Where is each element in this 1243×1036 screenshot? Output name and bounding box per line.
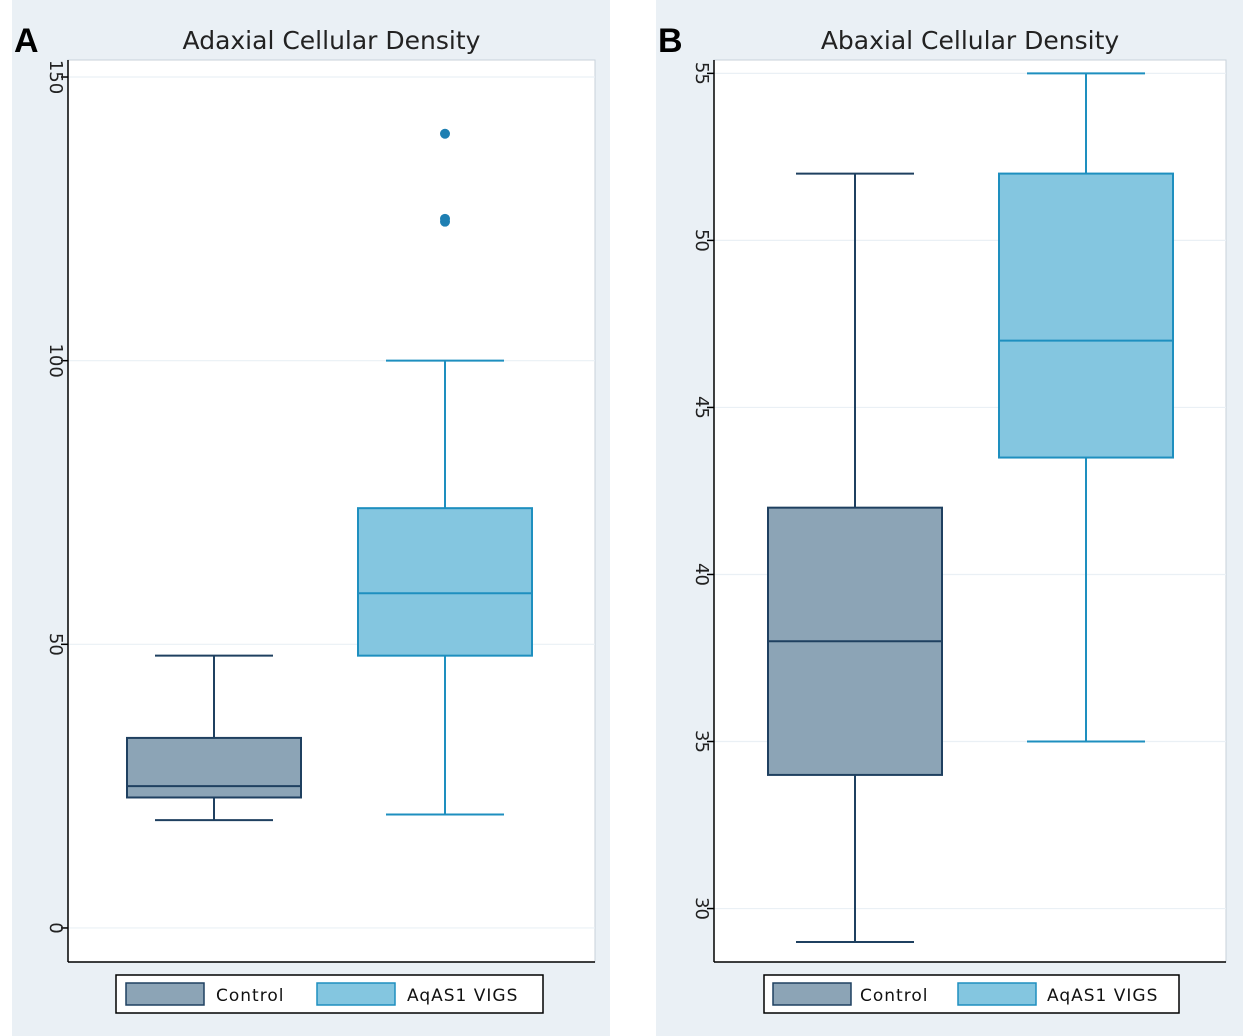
box-aqas1-vigs: [998, 172, 1174, 459]
chart-b-svg: Abaxial Cellular Density 30 35 40 45 50 55 Cont…: [656, 0, 1243, 1036]
legend-label: AqAS1 VIGS: [407, 986, 518, 1006]
y-tick-label: 35: [691, 730, 712, 753]
chart-panel-a: A Adaxial Cellular Density 0 50 100 150 Contr…: [12, 0, 610, 1036]
box-control: [126, 736, 302, 799]
y-tick-label: 55: [691, 62, 712, 85]
chart-title: Abaxial Cellular Density: [821, 26, 1120, 55]
panel-label-b: B: [658, 22, 683, 60]
legend-swatch: [957, 982, 1037, 1006]
chart-title: Adaxial Cellular Density: [183, 26, 481, 55]
legend-label: Control: [216, 986, 284, 1006]
y-tick-label: 150: [45, 60, 66, 94]
y-tick-label: 100: [45, 343, 66, 377]
chart-panel-b: B Abaxial Cellular Density 30 35 40 45 50 55 Co…: [656, 0, 1243, 1036]
legend-swatch: [125, 982, 205, 1006]
box-aqas1-vigs: [357, 507, 533, 657]
legend-swatch: [316, 982, 396, 1006]
legend-label: AqAS1 VIGS: [1047, 986, 1158, 1006]
chart-a-svg: Adaxial Cellular Density 0 50 100 150 Control…: [12, 0, 610, 1036]
outlier-point: [440, 216, 450, 227]
panel-label-a: A: [14, 22, 39, 60]
y-tick-label: 50: [45, 633, 66, 656]
y-tick-label: 40: [691, 563, 712, 586]
y-tick-label: 30: [691, 897, 712, 920]
y-tick-label: 50: [691, 229, 712, 252]
legend-label: Control: [860, 986, 928, 1006]
outlier-point: [440, 128, 450, 139]
y-tick-label: 0: [45, 922, 66, 933]
y-tick-label: 45: [691, 396, 712, 419]
legend-swatch: [772, 982, 852, 1006]
